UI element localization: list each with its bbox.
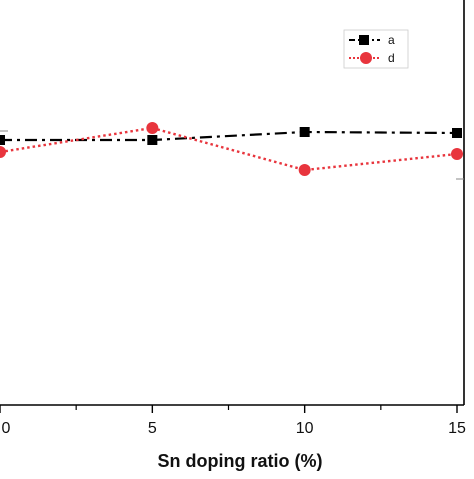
data-point-d (298, 164, 311, 176)
x-tick-label: 5 (148, 420, 157, 437)
series-a (0, 127, 462, 145)
x-tick-label: 0 (2, 420, 11, 437)
series-line-d (0, 126, 458, 172)
series-line-a (0, 130, 458, 142)
x-axis-title: Sn doping ratio (%) (158, 451, 323, 471)
data-point-a (452, 128, 462, 138)
data-point-a (0, 135, 5, 145)
data-point-a (147, 135, 158, 145)
x-tick-label: 15 (448, 420, 466, 437)
legend-label-a: a (388, 33, 395, 47)
data-point-d (146, 122, 159, 134)
legend-marker-a (359, 35, 369, 45)
series-d (0, 122, 463, 176)
series-group (0, 122, 463, 176)
legend-marker-d (360, 52, 372, 64)
legend-label-d: d (388, 51, 395, 65)
data-point-d (0, 146, 6, 158)
legend-box (343, 29, 409, 69)
x-tick-label: 10 (296, 420, 314, 437)
axes: 0 5 10 15 Sn doping ratio (%) (0, 0, 466, 471)
data-point-d (451, 148, 463, 160)
legend: ad (343, 29, 409, 69)
data-point-a (299, 127, 310, 137)
